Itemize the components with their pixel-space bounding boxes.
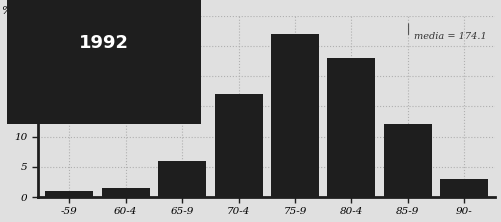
Bar — [102, 188, 150, 197]
Text: 1992: 1992 — [79, 34, 129, 52]
Text: media = 174.1: media = 174.1 — [413, 32, 486, 41]
Text: %: % — [1, 6, 12, 16]
Bar — [440, 179, 488, 197]
Bar — [384, 125, 432, 197]
Bar — [45, 191, 93, 197]
Bar — [271, 34, 319, 197]
Bar — [214, 94, 263, 197]
Bar — [328, 58, 375, 197]
Bar — [158, 161, 206, 197]
